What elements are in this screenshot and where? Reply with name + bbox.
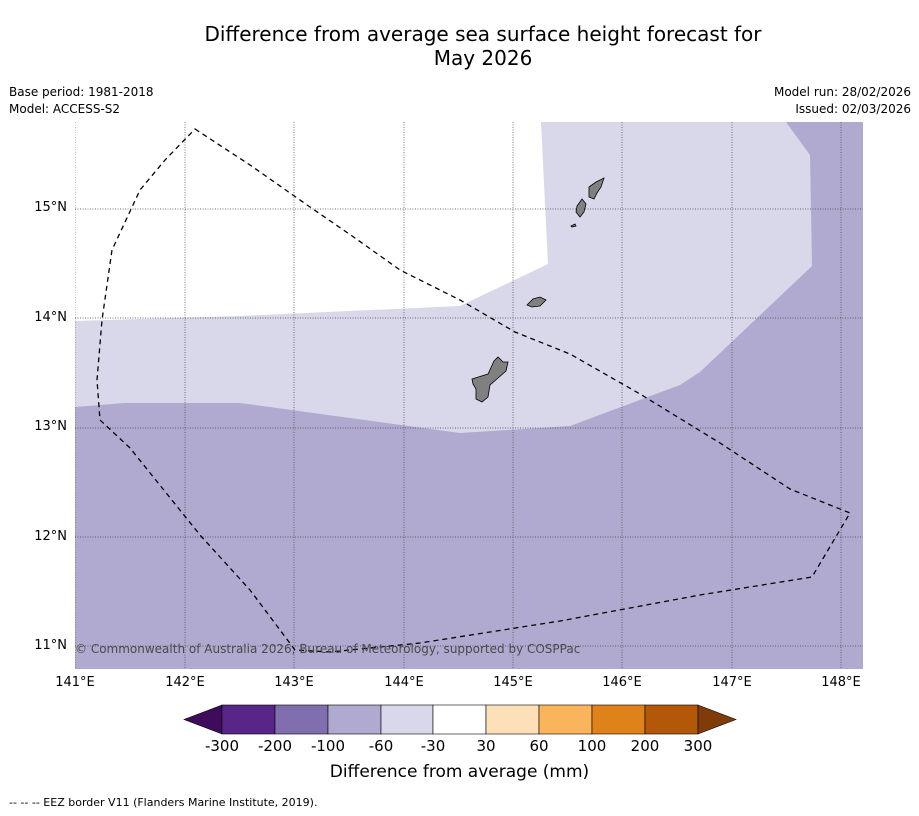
colorbar-tick: -100 xyxy=(310,737,346,755)
issued-date: Issued: 02/03/2026 xyxy=(795,102,911,116)
zone-minus-60-to-100 xyxy=(75,122,863,669)
model-name: Model: ACCESS-S2 xyxy=(9,102,121,116)
colorbar-tick: 300 xyxy=(683,737,713,755)
eez-legend: -- -- -- EEZ border V11 (Flanders Marine… xyxy=(9,796,318,809)
base-period: Base period: 1981-2018 xyxy=(9,85,154,99)
lat-label-14n: 14°N xyxy=(34,310,67,325)
colorbar-tick: 30 xyxy=(476,737,496,755)
colorbar-tick: 100 xyxy=(577,737,607,755)
colorbar xyxy=(183,704,737,735)
chart-title: Difference from average sea surface heig… xyxy=(0,22,919,70)
island-saipan xyxy=(588,177,605,200)
title-line-2: May 2026 xyxy=(433,46,533,70)
lat-label-15n: 15°N xyxy=(34,200,67,215)
colorbar-extend-low xyxy=(183,704,223,735)
island-aguijan xyxy=(570,223,577,228)
colorbar-tick: -300 xyxy=(204,737,240,755)
lon-label-145e: 145°E xyxy=(493,675,533,690)
colorbar-tick: -60 xyxy=(368,737,394,755)
island-tinian xyxy=(575,198,587,218)
lat-label-13n: 13°N xyxy=(34,419,67,434)
colorbar-tick: 200 xyxy=(630,737,660,755)
map-area: © Commonwealth of Australia 2026, Bureau… xyxy=(75,122,863,669)
lon-label-143e: 143°E xyxy=(274,675,314,690)
colorbar-tick: -30 xyxy=(420,737,446,755)
lon-label-142e: 142°E xyxy=(165,675,205,690)
lon-label-144e: 144°E xyxy=(384,675,424,690)
meta-left: Base period: 1981-2018 Model: ACCESS-S2 xyxy=(9,84,154,118)
colorbar-segment-4 xyxy=(380,704,434,735)
colorbar-tick: -200 xyxy=(257,737,293,755)
island-guam xyxy=(471,356,509,403)
gridlines xyxy=(75,122,863,669)
islands xyxy=(471,177,605,403)
title-line-1: Difference from average sea surface heig… xyxy=(204,22,762,46)
colorbar-segment-1 xyxy=(221,704,276,735)
colorbar-tick: 60 xyxy=(529,737,549,755)
lon-label-141e: 141°E xyxy=(55,675,95,690)
colorbar-segment-5 xyxy=(432,704,487,735)
eez-border xyxy=(96,128,851,653)
island-rota xyxy=(526,296,547,308)
colorbar-segment-8 xyxy=(591,704,646,735)
colorbar-extend-high xyxy=(697,704,737,735)
colorbar-segment-7 xyxy=(538,704,593,735)
colorbar-title: Difference from average (mm) xyxy=(329,762,590,782)
lat-label-12n: 12°N xyxy=(34,529,67,544)
lat-label-11n: 11°N xyxy=(34,638,67,653)
colorbar-segment-9 xyxy=(644,704,699,735)
meta-right: Model run: 28/02/2026 Issued: 02/03/2026 xyxy=(774,84,911,118)
model-run: Model run: 28/02/2026 xyxy=(773,85,911,99)
colorbar-segment-2 xyxy=(274,704,329,735)
colorbar-segment-6 xyxy=(485,704,540,735)
colorbar-segment-3 xyxy=(327,704,382,735)
lon-label-147e: 147°E xyxy=(712,675,752,690)
lon-label-146e: 146°E xyxy=(602,675,642,690)
lon-label-148e: 148°E xyxy=(821,675,861,690)
copyright-text: © Commonwealth of Australia 2026, Bureau… xyxy=(75,642,580,656)
